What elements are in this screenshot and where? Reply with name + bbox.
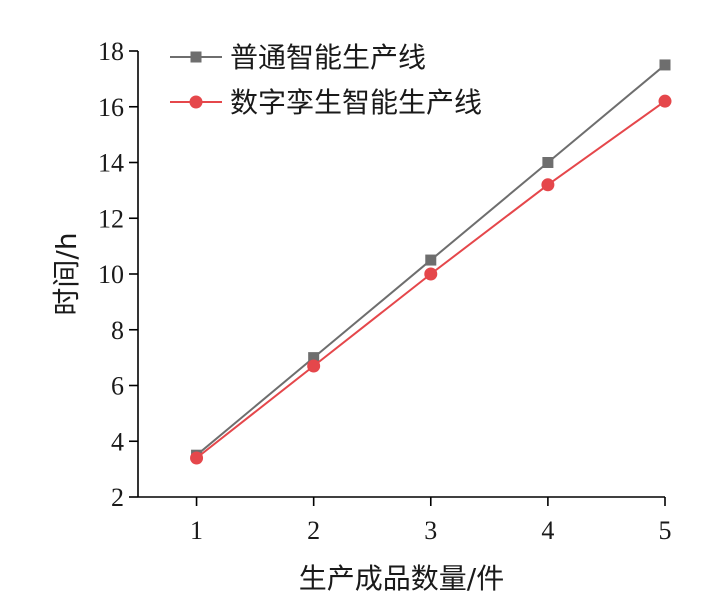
data-point — [190, 451, 204, 465]
data-point — [658, 94, 672, 108]
y-tick-label-18: 18 — [98, 37, 124, 66]
legend-item-1: 普通智能生产线 — [170, 41, 426, 74]
data-point — [541, 178, 555, 192]
y-tick-label-14: 14 — [98, 149, 124, 178]
data-point — [425, 254, 437, 266]
legend-label: 数字孪生智能生产线 — [230, 86, 482, 119]
legend-marker — [189, 95, 203, 109]
x-tick-label-2: 2 — [307, 516, 320, 545]
series-layer — [190, 59, 672, 465]
legend-marker — [190, 51, 202, 63]
data-point — [659, 59, 671, 71]
data-point — [542, 157, 554, 168]
y-tick-label-16: 16 — [98, 93, 124, 122]
data-point — [424, 267, 438, 281]
series-1 — [191, 59, 671, 461]
y-tick-label-6: 6 — [111, 372, 124, 401]
y-axis-title: 时间/h — [50, 232, 83, 315]
x-tick-label-3: 3 — [424, 516, 437, 545]
y-tick-label-4: 4 — [111, 427, 124, 456]
x-tick-label-5: 5 — [659, 516, 672, 545]
data-point — [307, 359, 321, 373]
series-2 — [190, 94, 672, 465]
x-axis-title: 生产成品数量/件 — [299, 562, 504, 595]
x-tick-label-1: 1 — [190, 516, 203, 545]
y-tick-label-8: 8 — [111, 316, 124, 345]
legend-item-2: 数字孪生智能生产线 — [170, 86, 482, 119]
y-tick-label-12: 12 — [98, 204, 124, 233]
y-tick-label-10: 10 — [98, 260, 124, 289]
data-point — [308, 352, 320, 364]
legend-label: 普通智能生产线 — [230, 41, 426, 74]
y-tick-label-2: 2 — [111, 483, 124, 512]
x-tick-label-4: 4 — [541, 516, 554, 545]
